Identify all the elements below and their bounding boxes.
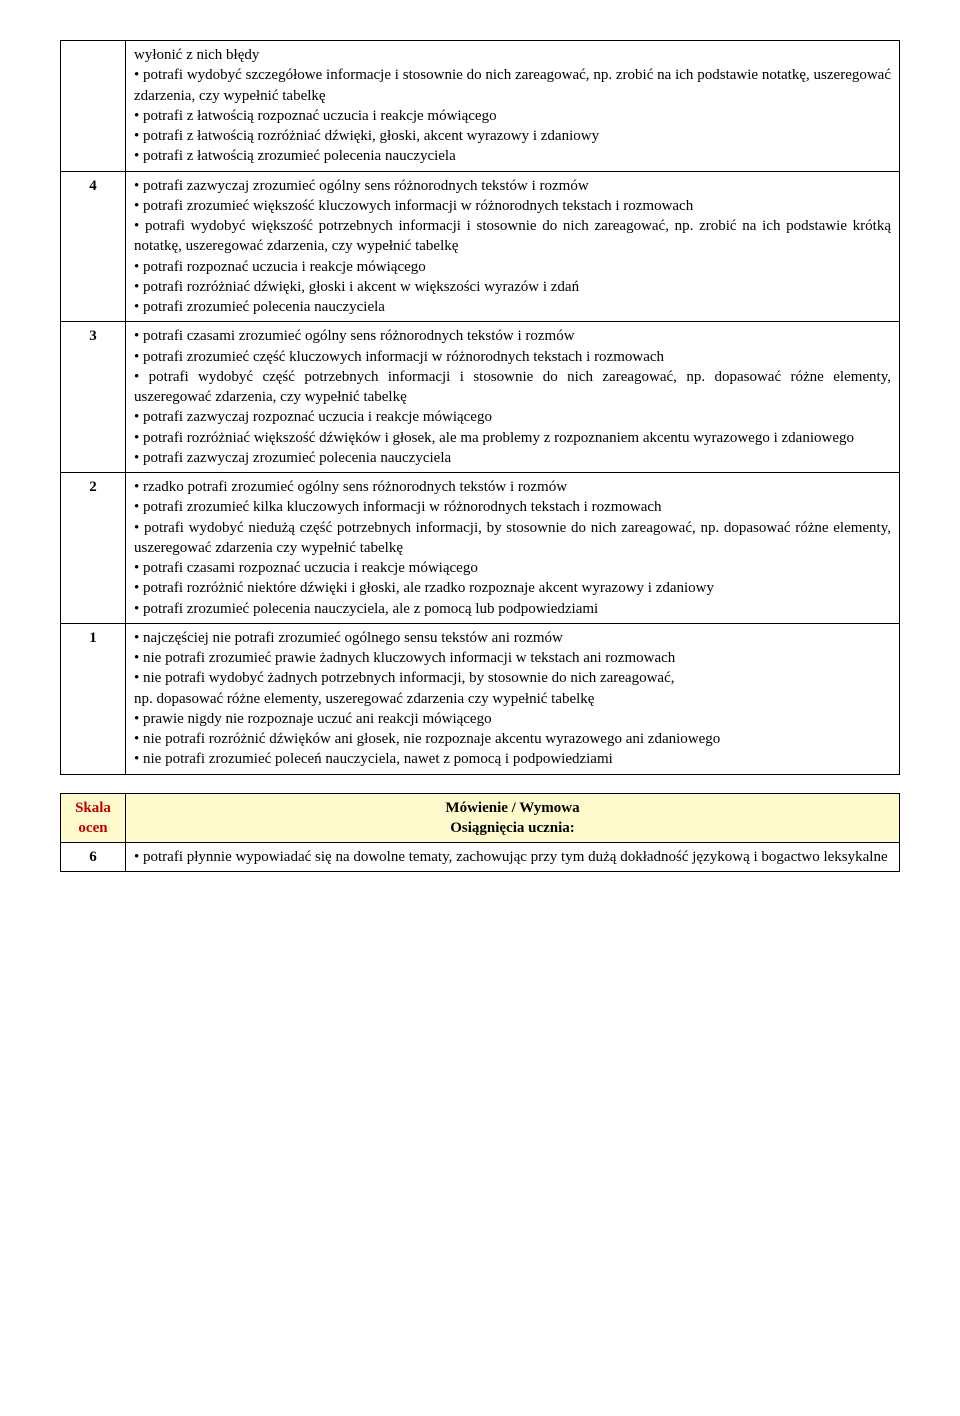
criteria-line: • potrafi zrozumieć polecenia nauczyciel… <box>134 297 891 317</box>
grade-number-cell: 1 <box>61 623 126 774</box>
achievements-label: Osiągnięcia ucznia: <box>450 820 575 836</box>
criteria-line: • potrafi z łatwością rozpoznać uczucia … <box>134 106 891 126</box>
criteria-cell: • najczęściej nie potrafi zrozumieć ogól… <box>126 623 900 774</box>
criteria-line: • potrafi wydobyć część potrzebnych info… <box>134 367 891 408</box>
criteria-cell: • potrafi zazwyczaj zrozumieć ogólny sen… <box>126 171 900 322</box>
speaking-table: Skala ocen Mówienie / Wymowa Osiągnięcia… <box>60 793 900 873</box>
criteria-cell: • potrafi płynnie wypowiadać się na dowo… <box>126 843 900 872</box>
criteria-line: • rzadko potrafi zrozumieć ogólny sens r… <box>134 477 891 497</box>
criteria-line: • potrafi zrozumieć polecenia nauczyciel… <box>134 599 891 619</box>
criteria-line: • nie potrafi rozróżnić dźwięków ani gło… <box>134 729 891 749</box>
criteria-line: • potrafi wydobyć szczegółowe informacje… <box>134 65 891 106</box>
grade-number-cell: 6 <box>61 843 126 872</box>
table-row: 4 • potrafi zazwyczaj zrozumieć ogólny se… <box>61 171 900 322</box>
criteria-line: • nie potrafi zrozumieć poleceń nauczyci… <box>134 749 891 769</box>
criteria-line: • nie potrafi wydobyć żadnych potrzebnyc… <box>134 668 891 688</box>
criteria-line: • potrafi zrozumieć większość kluczowych… <box>134 196 891 216</box>
criteria-line: • najczęściej nie potrafi zrozumieć ogól… <box>134 628 891 648</box>
criteria-table: wyłonić z nich błędy• potrafi wydobyć sz… <box>60 40 900 775</box>
table-row: wyłonić z nich błędy• potrafi wydobyć sz… <box>61 41 900 172</box>
criteria-line: • potrafi rozróżniać większość dźwięków … <box>134 428 891 448</box>
speaking-header-cell: Mówienie / Wymowa Osiągnięcia ucznia: <box>126 793 900 843</box>
criteria-line: • potrafi wydobyć niedużą część potrzebn… <box>134 518 891 559</box>
criteria-cell: • potrafi czasami zrozumieć ogólny sens … <box>126 322 900 473</box>
criteria-line: • potrafi rozróżniać dźwięki, głoski i a… <box>134 277 891 297</box>
table-row: 1 • najczęściej nie potrafi zrozumieć ogó… <box>61 623 900 774</box>
criteria-line: • potrafi rozróżnić niektóre dźwięki i g… <box>134 578 891 598</box>
criteria-line: • potrafi z łatwością zrozumieć poleceni… <box>134 146 891 166</box>
criteria-line: • potrafi wydobyć większość potrzebnych … <box>134 216 891 257</box>
grade-number-cell: 2 <box>61 473 126 624</box>
criteria-cell: • rzadko potrafi zrozumieć ogólny sens r… <box>126 473 900 624</box>
criteria-line: • potrafi płynnie wypowiadać się na dowo… <box>134 847 891 867</box>
table-row: 3 • potrafi czasami zrozumieć ogólny sens… <box>61 322 900 473</box>
criteria-cell: wyłonić z nich błędy• potrafi wydobyć sz… <box>126 41 900 172</box>
criteria-line: wyłonić z nich błędy <box>134 45 891 65</box>
criteria-line: • potrafi rozpoznać uczucia i reakcje mó… <box>134 257 891 277</box>
criteria-line: • potrafi czasami rozpoznać uczucia i re… <box>134 558 891 578</box>
grade-number-cell <box>61 41 126 172</box>
criteria-line: • potrafi zrozumieć część kluczowych inf… <box>134 347 891 367</box>
grade-number-cell: 3 <box>61 322 126 473</box>
criteria-line: • nie potrafi zrozumieć prawie żadnych k… <box>134 648 891 668</box>
criteria-line: • prawie nigdy nie rozpoznaje uczuć ani … <box>134 709 891 729</box>
grade-number-cell: 4 <box>61 171 126 322</box>
speaking-title: Mówienie / Wymowa <box>445 800 579 816</box>
scale-label-1: Skala <box>75 800 111 816</box>
criteria-line: • potrafi zazwyczaj zrozumieć ogólny sen… <box>134 176 891 196</box>
criteria-line: np. dopasować różne elementy, uszeregowa… <box>134 689 891 709</box>
criteria-line: • potrafi czasami zrozumieć ogólny sens … <box>134 326 891 346</box>
criteria-line: • potrafi zrozumieć kilka kluczowych inf… <box>134 497 891 517</box>
criteria-line: • potrafi zazwyczaj zrozumieć polecenia … <box>134 448 891 468</box>
criteria-line: • potrafi z łatwością rozróżniać dźwięki… <box>134 126 891 146</box>
table-row: 2 • rzadko potrafi zrozumieć ogólny sens … <box>61 473 900 624</box>
scale-header-cell: Skala ocen <box>61 793 126 843</box>
table-row: 6 • potrafi płynnie wypowiadać się na dow… <box>61 843 900 872</box>
criteria-line: • potrafi zazwyczaj rozpoznać uczucia i … <box>134 407 891 427</box>
speaking-header-row: Skala ocen Mówienie / Wymowa Osiągnięcia… <box>61 793 900 843</box>
scale-label-2: ocen <box>78 820 107 836</box>
